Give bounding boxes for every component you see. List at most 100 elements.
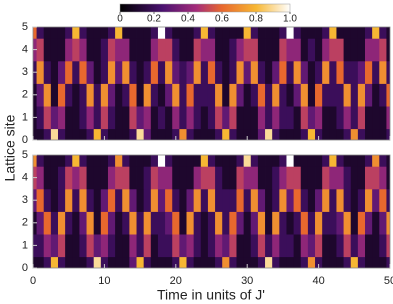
heatmap-cell xyxy=(229,166,237,189)
heatmap-cell xyxy=(37,166,45,189)
heatmap-cell xyxy=(315,84,323,107)
x-tick-label: 40 xyxy=(312,275,324,287)
heatmap-cell xyxy=(258,38,266,61)
heatmap-cell xyxy=(351,84,359,107)
heatmap-cell xyxy=(179,166,187,189)
heatmap-cell xyxy=(315,106,323,129)
heatmap-cell xyxy=(58,212,66,235)
heatmap-cell xyxy=(286,84,294,107)
heatmap-cell xyxy=(115,234,123,257)
heatmap-cell xyxy=(251,38,259,61)
heatmap-cell xyxy=(101,234,109,257)
heatmap-cell xyxy=(72,106,80,129)
y-tick-label: 3 xyxy=(22,194,28,206)
heatmap-cell xyxy=(87,189,95,212)
x-tick-label: 0 xyxy=(30,275,36,287)
heatmap-cell xyxy=(351,166,359,189)
heatmap-cell xyxy=(372,84,380,107)
heatmap-cell xyxy=(194,234,202,257)
heatmap-cell xyxy=(222,189,230,212)
heatmap-cell xyxy=(329,61,337,84)
heatmap-cell xyxy=(286,212,294,235)
heatmap-cell xyxy=(272,38,280,61)
heatmap-cell xyxy=(336,189,344,212)
heatmap-cell xyxy=(372,38,380,61)
heatmap-cell xyxy=(65,84,73,107)
heatmap-cell xyxy=(322,106,330,129)
heatmap-cell xyxy=(94,212,102,235)
heatmap-cell xyxy=(172,212,180,235)
heatmap-cell xyxy=(379,106,387,129)
heatmap-cell xyxy=(215,84,223,107)
heatmap-cell xyxy=(365,106,373,129)
heatmap-cell xyxy=(94,234,102,257)
y-tick-label: 4 xyxy=(22,172,28,184)
heatmap-cell xyxy=(322,61,330,84)
heatmap-cell xyxy=(115,61,123,84)
heatmap-cell xyxy=(137,61,145,84)
heatmap-cell xyxy=(137,234,145,257)
heatmap-cell xyxy=(358,61,366,84)
heatmap-cell xyxy=(194,189,202,212)
heatmap-cell xyxy=(44,61,52,84)
heatmap-cell xyxy=(301,189,309,212)
heatmap-cell xyxy=(258,106,266,129)
heatmap-cell xyxy=(79,189,87,212)
y-tick-label: 1 xyxy=(22,239,28,251)
heatmap-cell xyxy=(308,189,316,212)
heatmap-cell xyxy=(79,106,87,129)
heatmap-cell xyxy=(315,61,323,84)
heatmap-cell xyxy=(58,84,66,107)
heatmap-cell xyxy=(272,166,280,189)
heatmap-cell xyxy=(344,38,352,61)
heatmap-cell xyxy=(151,189,159,212)
heatmap-cell xyxy=(65,212,73,235)
heatmap-cell xyxy=(87,84,95,107)
heatmap-cell xyxy=(265,189,273,212)
heatmap-cell xyxy=(165,166,173,189)
heatmap-cell xyxy=(265,166,273,189)
heatmap-cell xyxy=(137,38,145,61)
heatmap-cell xyxy=(329,166,337,189)
y-tick-label: 4 xyxy=(22,44,28,56)
heatmap-cell xyxy=(179,61,187,84)
heatmap-cell xyxy=(172,166,180,189)
heatmap-cell xyxy=(115,106,123,129)
heatmap-cell xyxy=(272,106,280,129)
heatmap-cell xyxy=(187,61,195,84)
heatmap-cell xyxy=(251,212,259,235)
heatmap-cell xyxy=(336,234,344,257)
heatmap-cell xyxy=(294,234,302,257)
heatmap-cell xyxy=(108,189,116,212)
heatmap-cell xyxy=(51,106,59,129)
heatmap-cell xyxy=(94,84,102,107)
heatmap-cell xyxy=(208,189,216,212)
heatmap-cell xyxy=(322,189,330,212)
heatmap-cell xyxy=(215,189,223,212)
heatmap-cell xyxy=(37,84,45,107)
heatmap-cell xyxy=(201,212,209,235)
heatmap-cell xyxy=(372,106,380,129)
heatmap-cell xyxy=(229,189,237,212)
heatmap-cell xyxy=(151,234,159,257)
heatmap-cell xyxy=(236,212,244,235)
heatmap-cell xyxy=(315,234,323,257)
heatmap-cell xyxy=(201,84,209,107)
heatmap-cell xyxy=(65,234,73,257)
heatmap-cell xyxy=(37,106,45,129)
heatmap-cell xyxy=(251,234,259,257)
heatmap-cell xyxy=(72,84,80,107)
heatmap-cell xyxy=(101,38,109,61)
heatmap-cell xyxy=(244,234,252,257)
heatmap-cell xyxy=(265,212,273,235)
heatmap-cell xyxy=(322,166,330,189)
heatmap-cell xyxy=(358,189,366,212)
heatmap-cell xyxy=(244,106,252,129)
heatmap-cell xyxy=(187,38,195,61)
heatmap-cell xyxy=(151,166,159,189)
heatmap-cell xyxy=(279,234,287,257)
heatmap-cell xyxy=(37,61,45,84)
heatmap-cell xyxy=(72,212,80,235)
heatmap-cell xyxy=(294,189,302,212)
heatmap-cell xyxy=(79,212,87,235)
